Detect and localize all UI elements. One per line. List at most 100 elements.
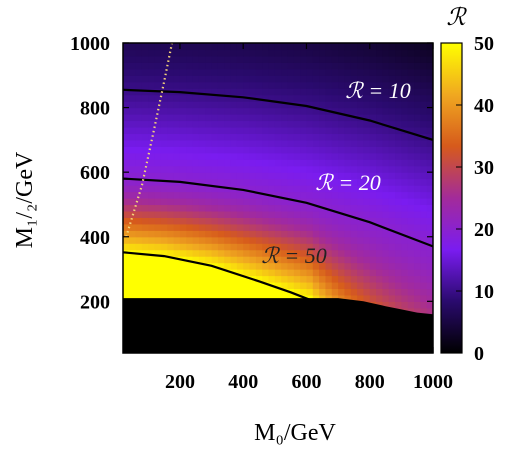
- heatmap-cell: [312, 256, 320, 264]
- heatmap-cell: [407, 217, 415, 225]
- heatmap-cell: [287, 256, 295, 264]
- heatmap-cell: [154, 139, 162, 147]
- heatmap-cell: [312, 165, 320, 173]
- heatmap-cell: [369, 269, 377, 277]
- heatmap-cell: [395, 256, 402, 264]
- heatmap-cell: [319, 101, 327, 109]
- heatmap-cell: [357, 172, 365, 180]
- heatmap-cell: [148, 49, 156, 57]
- heatmap-cell: [382, 191, 390, 199]
- heatmap-cell: [338, 249, 346, 257]
- heatmap-cell: [293, 204, 301, 212]
- heatmap-cell: [123, 262, 130, 270]
- heatmap-cell: [369, 217, 377, 225]
- heatmap-cell: [281, 152, 289, 160]
- heatmap-cell: [357, 62, 365, 70]
- heatmap-cell: [141, 165, 149, 173]
- heatmap-cell: [224, 262, 232, 270]
- heatmap-cell: [420, 126, 428, 135]
- heatmap-cell: [148, 68, 156, 76]
- heatmap-cell: [388, 139, 396, 147]
- heatmap-cell: [123, 146, 130, 154]
- heatmap-cell: [363, 210, 371, 218]
- heatmap-cell: [198, 68, 206, 76]
- heatmap-cell: [281, 172, 289, 180]
- heatmap-cell: [160, 281, 168, 290]
- heatmap-cell: [186, 107, 194, 115]
- heatmap-cell: [198, 159, 206, 167]
- heatmap-cell: [154, 236, 162, 244]
- heatmap-cell: [426, 185, 433, 193]
- heatmap-cell: [230, 139, 238, 147]
- heatmap-cell: [300, 146, 308, 154]
- heatmap-cell: [255, 68, 263, 76]
- heatmap-cell: [388, 198, 396, 206]
- heatmap-cell: [217, 94, 225, 102]
- heatmap-cell: [186, 68, 194, 76]
- heatmap-cell: [407, 107, 415, 115]
- heatmap-cell: [236, 198, 244, 206]
- heatmap-cell: [205, 223, 213, 231]
- heatmap-cell: [192, 75, 200, 83]
- heatmap-cell: [274, 256, 282, 264]
- colorbar-tick-label: 50: [474, 33, 494, 55]
- heatmap-cell: [230, 94, 238, 102]
- heatmap-cell: [141, 49, 149, 57]
- heatmap-cell: [331, 217, 339, 225]
- heatmap-cell: [129, 75, 137, 83]
- heatmap-cell: [344, 256, 352, 264]
- heatmap-cell: [160, 191, 168, 199]
- heatmap-cell: [123, 75, 130, 83]
- heatmap-cell: [236, 178, 244, 186]
- heatmap-cell: [217, 88, 225, 96]
- heatmap-cell: [306, 223, 314, 231]
- heatmap-cell: [357, 198, 365, 206]
- heatmap-cell: [198, 178, 206, 186]
- heatmap-cell: [268, 204, 276, 212]
- heatmap-cell: [224, 126, 232, 135]
- heatmap-cell: [325, 191, 333, 199]
- heatmap-cell: [154, 185, 162, 193]
- heatmap-cell: [388, 75, 396, 83]
- heatmap-cell: [224, 236, 232, 244]
- heatmap-cell: [198, 126, 206, 135]
- heatmap-cell: [300, 126, 308, 135]
- heatmap-cell: [236, 236, 244, 244]
- heatmap-cell: [186, 152, 194, 160]
- heatmap-cell: [217, 43, 225, 51]
- heatmap-cell: [414, 159, 421, 167]
- heatmap-cell: [287, 217, 295, 225]
- heatmap-cell: [148, 249, 156, 257]
- heatmap-cell: [217, 243, 225, 251]
- heatmap-cell: [306, 81, 314, 89]
- heatmap-cell: [369, 75, 377, 83]
- heatmap-cell: [426, 275, 433, 283]
- heatmap-cell: [331, 288, 339, 296]
- heatmap-cell: [224, 217, 232, 225]
- heatmap-cell: [160, 126, 168, 135]
- heatmap-cell: [173, 139, 181, 147]
- heatmap-cell: [344, 62, 352, 70]
- heatmap-cell: [268, 223, 276, 231]
- heatmap-cell: [173, 165, 181, 173]
- heatmap-cell: [243, 204, 251, 212]
- heatmap-cell: [211, 269, 219, 277]
- heatmap-cell: [382, 43, 390, 51]
- heatmap-cell: [350, 243, 358, 251]
- heatmap-cell: [420, 49, 428, 57]
- heatmap-cell: [395, 236, 402, 244]
- heatmap-cell: [420, 81, 428, 89]
- heatmap-cell: [262, 114, 270, 122]
- heatmap-cell: [414, 275, 421, 283]
- heatmap-cell: [319, 94, 327, 102]
- heatmap-cell: [287, 81, 295, 89]
- heatmap-cell: [407, 198, 415, 206]
- heatmap-cell: [407, 55, 415, 63]
- heatmap-cell: [382, 68, 390, 76]
- heatmap-cell: [407, 126, 415, 135]
- heatmap-cell: [293, 159, 301, 167]
- heatmap-cell: [325, 217, 333, 225]
- heatmap-cell: [319, 152, 327, 160]
- heatmap-cell: [407, 159, 415, 167]
- heatmap-cell: [243, 230, 251, 238]
